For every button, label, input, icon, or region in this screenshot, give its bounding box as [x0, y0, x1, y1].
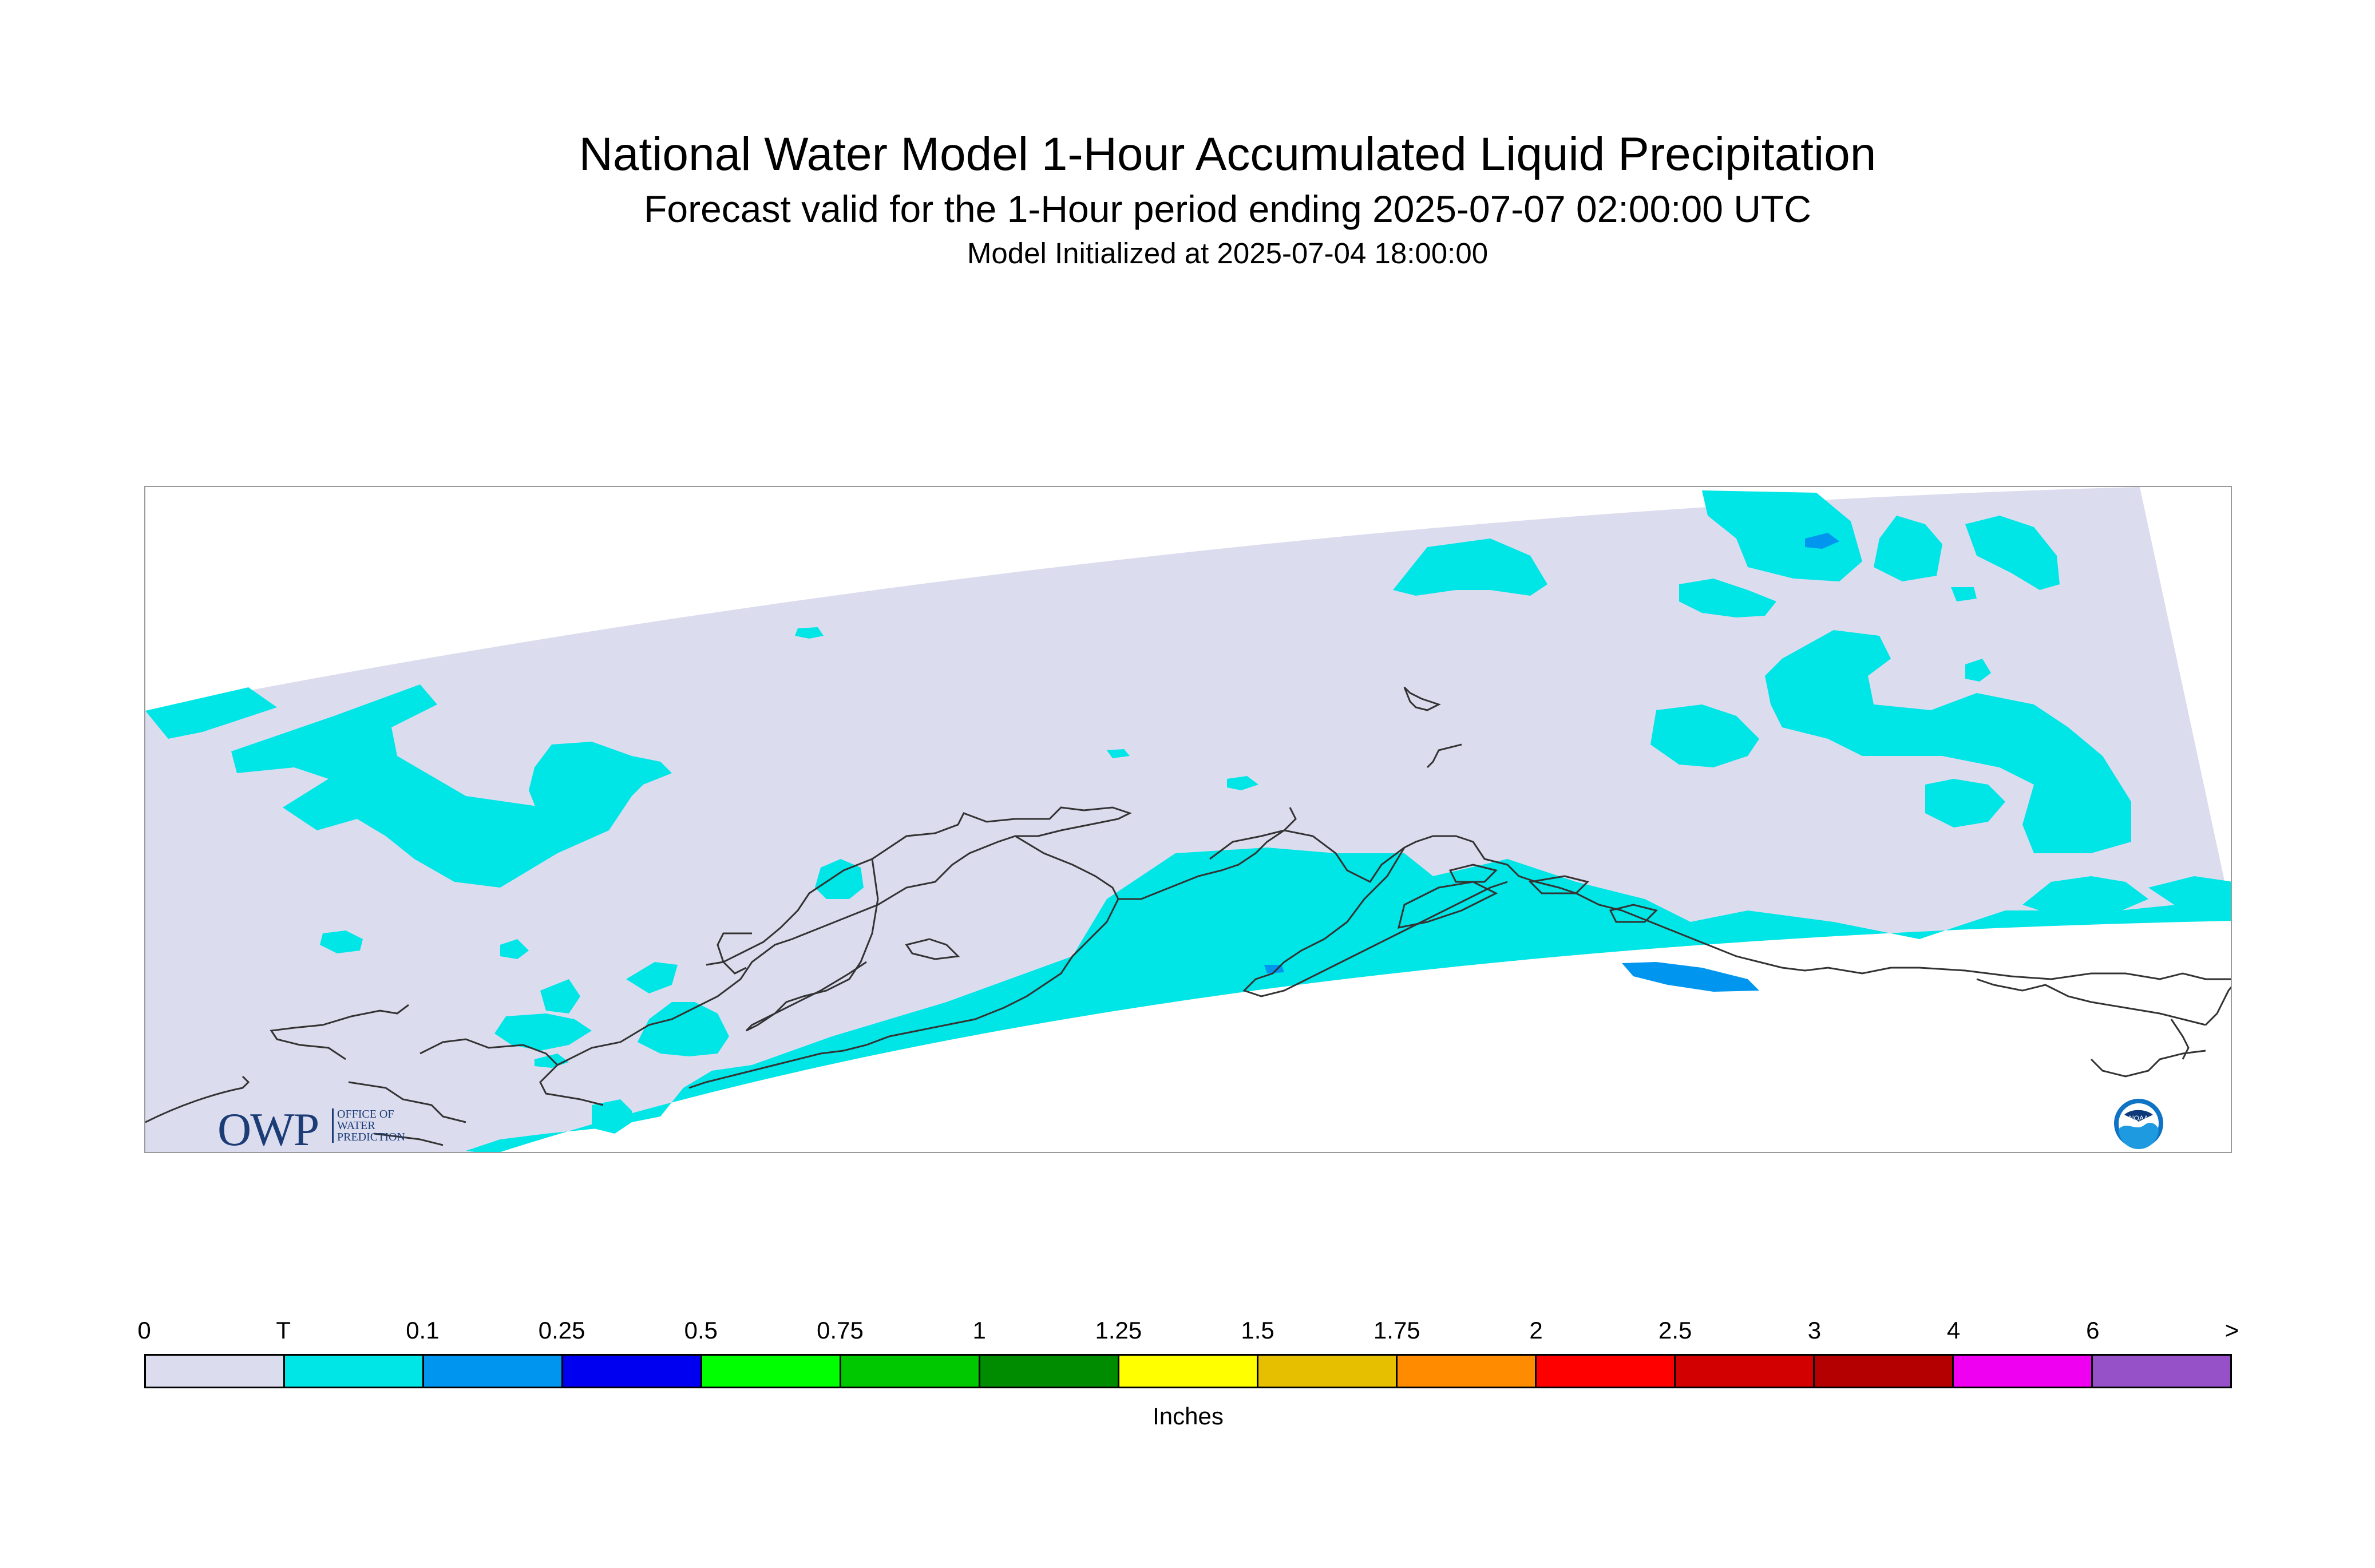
alaska-map-svg [145, 487, 2231, 1152]
noaa-emblem-icon: NOAA [2114, 1099, 2163, 1149]
forecast-valid-subtitle: Forecast valid for the 1-Hour period end… [644, 188, 1811, 230]
legend-tick-label: 1.75 [1373, 1317, 1420, 1344]
legend-swatch [980, 1356, 1119, 1387]
legend-color-bar [144, 1354, 2232, 1388]
legend-tick-label: 0.5 [684, 1317, 718, 1344]
legend-swatch [1398, 1356, 1537, 1387]
coastlines [145, 686, 2231, 1146]
legend-swatch [285, 1356, 424, 1387]
legend-tick-label: 1.25 [1095, 1317, 1142, 1344]
noaa-text: NOAA [2129, 1114, 2148, 1122]
model-initialized-text: Model Initialized at 2025-07-04 18:00:00 [967, 237, 1489, 270]
noaa-logo: NOAA [2113, 1098, 2164, 1149]
legend-swatch [841, 1356, 980, 1387]
owp-letters: OWP [217, 1103, 319, 1155]
map-title: National Water Model 1-Hour Accumulated … [579, 128, 1877, 180]
legend-labels: 0 T 0.1 0.25 0.5 0.75 1 1.25 1.5 1.75 2 2.5 3 4 6 > [137, 1316, 2239, 1351]
legend-swatch [702, 1356, 841, 1387]
legend-tick-label: T [276, 1317, 291, 1344]
legend-swatch [146, 1356, 285, 1387]
trace-precip-areas [145, 490, 2231, 1152]
light-precip-areas [1264, 533, 1839, 992]
legend-tick-label: 2 [1529, 1317, 1543, 1344]
legend-tick-label: 0.25 [538, 1317, 585, 1344]
legend-tick-label: 6 [2086, 1317, 2100, 1344]
legend-swatch [563, 1356, 702, 1387]
legend-tick-label: 1.5 [1241, 1317, 1274, 1344]
legend-swatch [1815, 1356, 1954, 1387]
legend-swatch [1119, 1356, 1258, 1387]
owp-subtext: OFFICE OF WATER PREDICTION [332, 1108, 429, 1143]
legend-swatch [1537, 1356, 1676, 1387]
legend-tick-label: 2.5 [1658, 1317, 1692, 1344]
precipitation-map [144, 486, 2232, 1153]
legend-units: Inches [1153, 1403, 1224, 1430]
legend-tick-label: > [2224, 1317, 2239, 1344]
owp-logo: OWP OFFICE OF WATER PREDICTION [217, 1106, 492, 1163]
legend-swatch [2093, 1356, 2230, 1387]
legend-swatch [1954, 1356, 2093, 1387]
legend-swatch [1676, 1356, 1815, 1387]
legend-tick-label: 3 [1807, 1317, 1822, 1344]
legend-tick-label: 0 [137, 1317, 151, 1344]
legend-swatch [1258, 1356, 1398, 1387]
legend-tick-label: 0.1 [406, 1317, 440, 1344]
precipitation-legend: 0 T 0.1 0.25 0.5 0.75 1 1.25 1.5 1.75 2 2.5 3 4 6 > Inc… [137, 1316, 2239, 1454]
legend-swatch [424, 1356, 563, 1387]
legend-tick-label: 4 [1946, 1317, 1961, 1344]
legend-tick-label: 0.75 [817, 1317, 864, 1344]
legend-tick-label: 1 [972, 1317, 986, 1344]
